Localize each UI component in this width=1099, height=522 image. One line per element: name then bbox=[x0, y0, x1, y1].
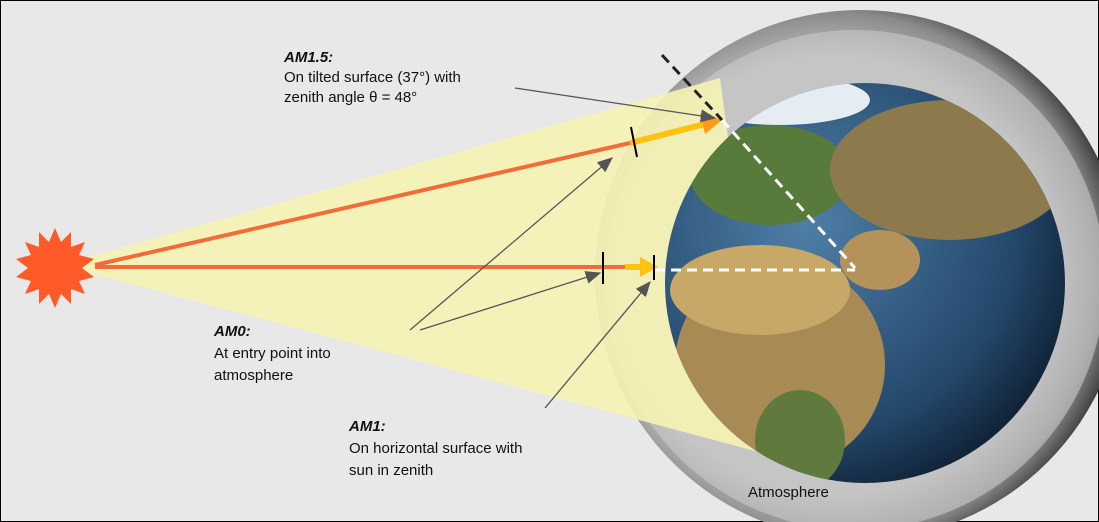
tick bbox=[630, 126, 638, 158]
landmasses bbox=[670, 83, 1065, 483]
label-am1: AM1: On horizontal surface with sun in z… bbox=[348, 418, 522, 479]
atmosphere-label: Atmosphere bbox=[748, 484, 829, 501]
label-title: AM0: bbox=[213, 323, 251, 340]
zenith-extension bbox=[660, 53, 724, 122]
pointer-arrows bbox=[409, 87, 717, 409]
label-line: zenith angle θ = 48° bbox=[284, 89, 417, 106]
label-am15: AM1.5: On tilted surface (37°) with zeni… bbox=[283, 49, 461, 106]
ray-am15 bbox=[629, 121, 706, 146]
label-line: At entry point into bbox=[214, 345, 331, 362]
label-line: On tilted surface (37°) with bbox=[284, 69, 461, 86]
label-line: On horizontal surface with bbox=[349, 440, 522, 457]
ray-tilted bbox=[94, 141, 631, 267]
arrowhead bbox=[640, 257, 658, 277]
label-line: sun in zenith bbox=[349, 462, 433, 479]
label-am0: AM0: At entry point into atmosphere bbox=[213, 323, 331, 384]
label-line: atmosphere bbox=[214, 367, 293, 384]
surface-normal bbox=[720, 118, 857, 270]
label-title: AM1: bbox=[348, 418, 386, 435]
sun bbox=[16, 228, 94, 308]
label-title: AM1.5: bbox=[283, 49, 333, 66]
